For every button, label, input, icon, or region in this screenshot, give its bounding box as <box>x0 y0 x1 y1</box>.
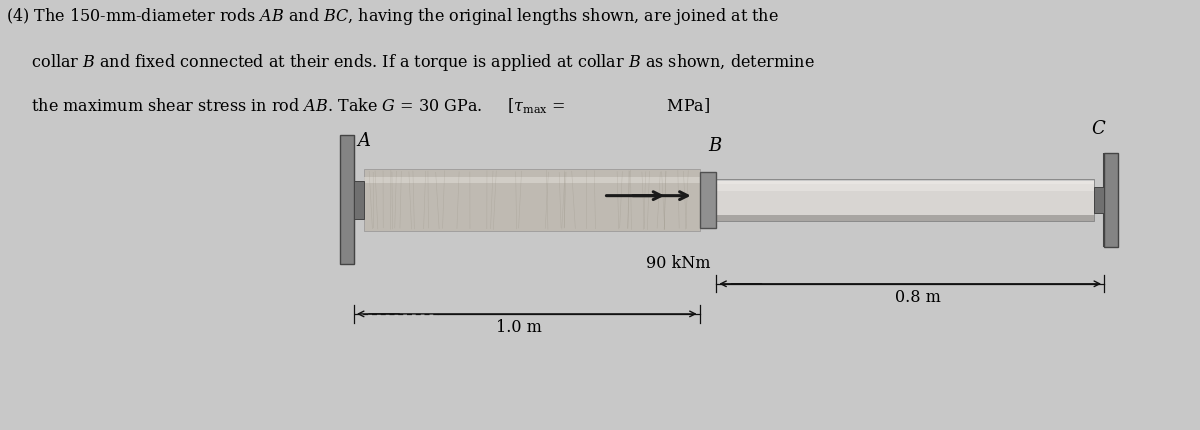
Text: A: A <box>358 132 371 150</box>
Bar <box>354 181 364 218</box>
Text: 1.0 m: 1.0 m <box>496 319 542 336</box>
Text: C: C <box>1091 120 1105 138</box>
Bar <box>340 135 354 264</box>
Text: collar $\mathit{B}$ and fixed connected at their ends. If a torque is applied at: collar $\mathit{B}$ and fixed connected … <box>6 52 815 73</box>
Bar <box>700 172 716 228</box>
Text: 0.8 m: 0.8 m <box>895 289 941 306</box>
Text: B: B <box>708 137 722 155</box>
Bar <box>364 169 700 231</box>
Text: 90 kNm: 90 kNm <box>646 255 710 272</box>
Bar <box>716 215 1094 221</box>
Bar <box>716 183 1094 190</box>
Bar <box>1094 187 1104 213</box>
Bar <box>716 181 1094 184</box>
Bar <box>716 179 1094 221</box>
Bar <box>1104 153 1118 247</box>
Text: (4) The 150-mm-diameter rods $\mathit{AB}$ and $\mathit{BC}$, having the origina: (4) The 150-mm-diameter rods $\mathit{AB… <box>6 6 779 28</box>
Bar <box>716 185 1094 215</box>
Bar <box>364 177 700 183</box>
Text: the maximum shear stress in rod $\mathit{AB}$. Take $G$ = 30 GPa.     [$\tau_{\m: the maximum shear stress in rod $\mathit… <box>6 97 710 117</box>
